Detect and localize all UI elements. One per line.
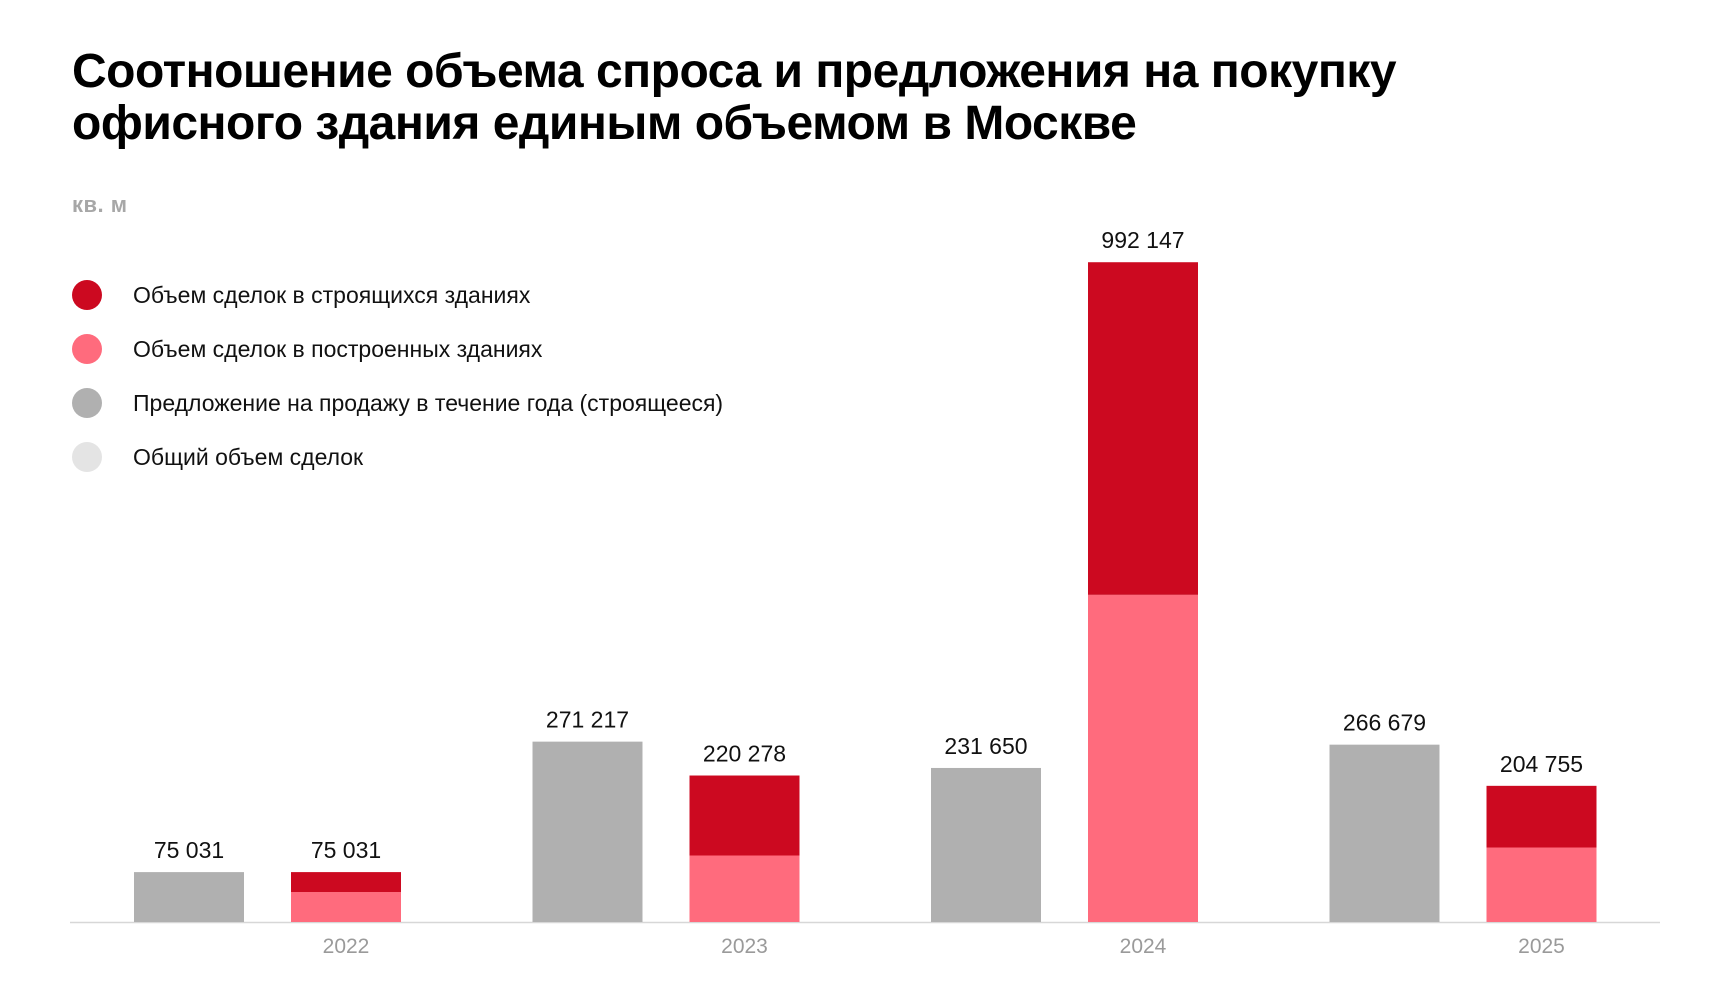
legend-item-total-deals: Общий объем сделок	[72, 430, 723, 484]
unit-label: кв. м	[72, 192, 128, 217]
construction-deals-bar-2025	[1486, 785, 1597, 848]
construction-deals-bar-2024	[1088, 262, 1198, 595]
legend-swatch-built	[72, 334, 102, 364]
legend-label-built: Объем сделок в построенных зданиях	[133, 335, 543, 362]
built-deals-bar-2024	[1088, 594, 1198, 922]
supply-bar-2023	[532, 741, 643, 922]
deals-value-label-2022: 75 031	[311, 837, 381, 863]
year-label-2024: 2024	[1120, 935, 1167, 958]
chart-title-line-1: Соотношение объема спроса и предложения …	[72, 45, 1397, 98]
built-deals-bar-2023	[689, 855, 800, 922]
year-label-2025: 2025	[1518, 935, 1565, 958]
legend-swatch-under-construction	[72, 280, 102, 310]
deals-value-label-2025: 204 755	[1500, 751, 1583, 777]
legend-item-built: Объем сделок в построенных зданиях	[72, 322, 723, 376]
built-deals-bar-2025	[1486, 847, 1597, 922]
supply-bar-2022	[134, 872, 244, 922]
construction-deals-bar-2023	[689, 775, 800, 856]
legend-item-supply: Предложение на продажу в течение года (с…	[72, 376, 723, 430]
built-deals-bar-2022	[291, 892, 401, 922]
legend: Объем сделок в строящихся зданиях Объем …	[72, 268, 723, 484]
supply-value-label-2024: 231 650	[944, 733, 1027, 759]
legend-swatch-total-deals	[72, 442, 102, 472]
deals-value-label-2024: 992 147	[1101, 227, 1184, 253]
supply-value-label-2023: 271 217	[546, 707, 629, 733]
supply-bar-2025	[1329, 744, 1440, 922]
deals-value-label-2023: 220 278	[703, 741, 786, 767]
year-label-2022: 2022	[323, 935, 370, 958]
legend-item-under-construction: Объем сделок в строящихся зданиях	[72, 268, 723, 322]
chart-title-line-2: офисного здания единым объемом в Москве	[72, 97, 1137, 150]
chart-title: Соотношение объема спроса и предложения …	[72, 46, 1592, 150]
year-label-2023: 2023	[721, 935, 768, 958]
legend-label-total-deals: Общий объем сделок	[133, 443, 364, 470]
legend-label-supply: Предложение на продажу в течение года (с…	[133, 389, 724, 416]
legend-label-under-construction: Объем сделок в строящихся зданиях	[133, 281, 531, 308]
supply-bar-2024	[931, 767, 1041, 922]
supply-value-label-2025: 266 679	[1343, 710, 1426, 736]
construction-deals-bar-2022	[291, 872, 401, 893]
legend-swatch-supply	[72, 388, 102, 418]
supply-value-label-2022: 75 031	[154, 837, 224, 863]
